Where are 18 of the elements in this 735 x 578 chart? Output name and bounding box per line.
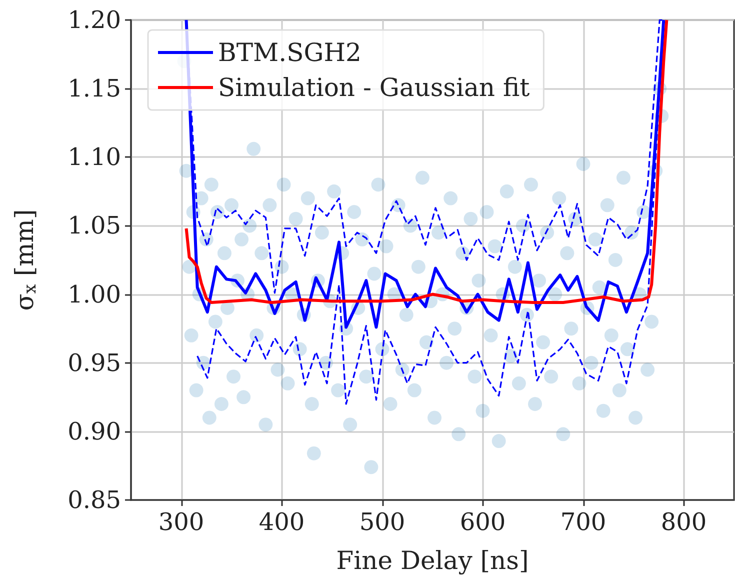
x-axis-title: Fine Delay [ns]: [336, 546, 529, 575]
x-tick-label: 500: [359, 508, 406, 536]
y-tick-label: 1.00: [68, 280, 121, 308]
x-tick-label: 700: [560, 508, 606, 536]
legend-label: BTM.SGH2: [218, 38, 362, 67]
y-tick-label: 0.95: [68, 348, 121, 377]
y-tick-label: 1.05: [68, 212, 121, 240]
x-tick-label: 300: [158, 508, 204, 536]
y-tick-label: 0.85: [68, 486, 121, 514]
x-tick-label: 400: [258, 508, 305, 536]
x-tick-label: 800: [660, 508, 707, 536]
x-tick-label: 600: [460, 508, 506, 536]
y-tick-label: 1.10: [68, 143, 121, 172]
y-axis-title: σx [mm]: [10, 209, 40, 311]
y-tick-label: 0.90: [68, 417, 121, 446]
y-tick-label: 1.15: [68, 74, 121, 103]
legend-label: Simulation - Gaussian fit: [218, 73, 530, 102]
y-tick-label: 1.20: [68, 6, 121, 34]
